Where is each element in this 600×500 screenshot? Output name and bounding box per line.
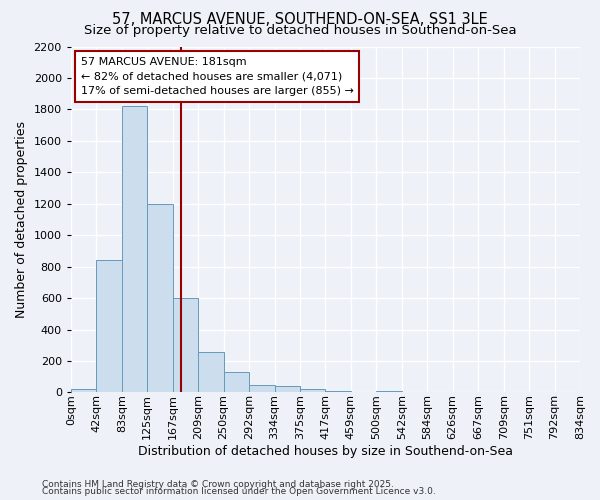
Text: Contains public sector information licensed under the Open Government Licence v3: Contains public sector information licen…	[42, 488, 436, 496]
Bar	[300, 389, 325, 392]
Bar	[249, 384, 275, 392]
Bar	[147, 204, 173, 392]
Bar	[376, 390, 402, 392]
Y-axis label: Number of detached properties: Number of detached properties	[15, 121, 28, 318]
Text: Contains HM Land Registry data © Crown copyright and database right 2025.: Contains HM Land Registry data © Crown c…	[42, 480, 394, 489]
Bar	[71, 390, 96, 392]
Bar	[122, 106, 147, 393]
X-axis label: Distribution of detached houses by size in Southend-on-Sea: Distribution of detached houses by size …	[138, 444, 513, 458]
Bar	[96, 260, 122, 392]
Bar	[198, 352, 224, 393]
Text: 57 MARCUS AVENUE: 181sqm
← 82% of detached houses are smaller (4,071)
17% of sem: 57 MARCUS AVENUE: 181sqm ← 82% of detach…	[81, 57, 354, 96]
Bar	[224, 372, 249, 392]
Text: 57, MARCUS AVENUE, SOUTHEND-ON-SEA, SS1 3LE: 57, MARCUS AVENUE, SOUTHEND-ON-SEA, SS1 …	[112, 12, 488, 28]
Bar	[275, 386, 300, 392]
Text: Size of property relative to detached houses in Southend-on-Sea: Size of property relative to detached ho…	[83, 24, 517, 37]
Bar	[325, 391, 351, 392]
Bar	[173, 298, 198, 392]
